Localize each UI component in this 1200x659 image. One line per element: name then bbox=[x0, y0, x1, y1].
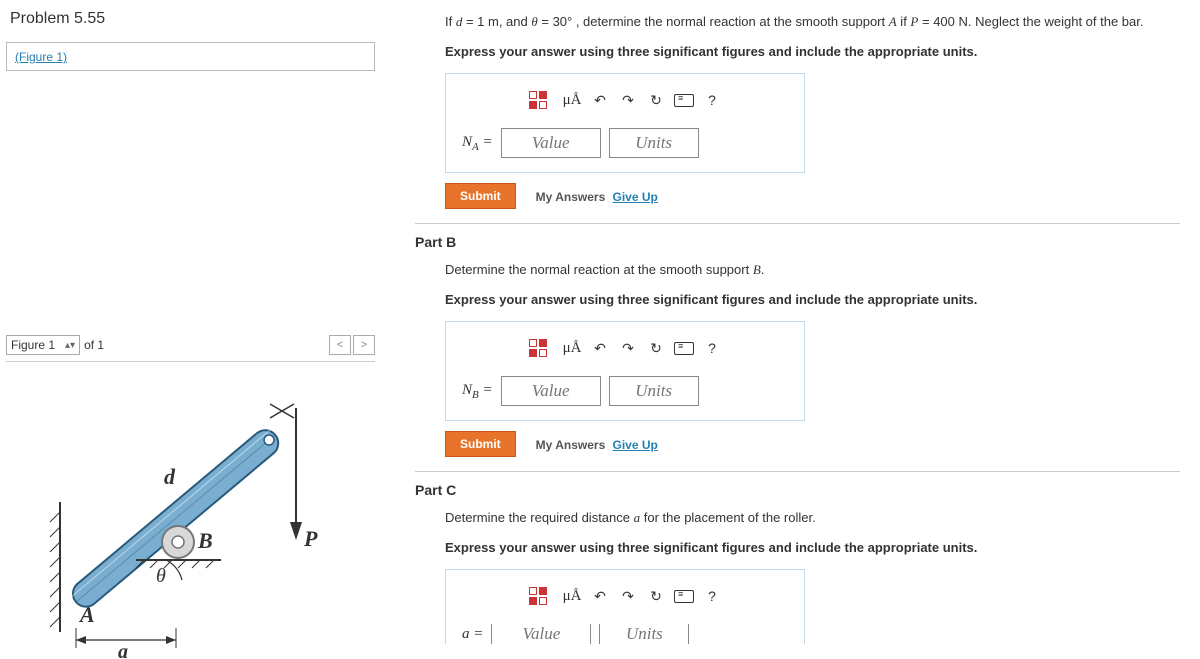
keyboard-icon bbox=[674, 590, 694, 603]
problem-title: Problem 5.55 bbox=[6, 6, 375, 36]
part-b-title: Part B bbox=[415, 234, 1180, 250]
part-c-prompt: Determine the required distance a for th… bbox=[415, 502, 1180, 532]
reset-button[interactable]: ↻ bbox=[643, 88, 669, 112]
divider bbox=[415, 223, 1180, 224]
part-b-my-answers[interactable]: My Answers bbox=[536, 438, 606, 452]
part-a-instruction: Express your answer using three signific… bbox=[415, 36, 1180, 66]
part-a-submit-button[interactable]: Submit bbox=[445, 183, 516, 209]
label-d: d bbox=[164, 464, 176, 489]
part-b-toolbar: μÅ ↶ ↷ ↻ ? bbox=[462, 336, 788, 360]
label-A: A bbox=[78, 602, 95, 627]
redo-button[interactable]: ↷ bbox=[615, 88, 641, 112]
part-c-title: Part C bbox=[415, 482, 1180, 498]
part-c-units-input[interactable] bbox=[599, 624, 689, 644]
part-a-actions: Submit My Answers Give Up bbox=[445, 183, 1180, 209]
part-b-actions: Submit My Answers Give Up bbox=[445, 431, 1180, 457]
figure-prev-button[interactable]: < bbox=[329, 335, 351, 355]
special-chars-button[interactable]: μÅ bbox=[559, 88, 585, 112]
figure-select[interactable]: Figure 1 ▴▾ bbox=[6, 335, 80, 355]
figure-selector: Figure 1 ▴▾ of 1 < > bbox=[6, 335, 375, 355]
special-chars-button[interactable]: μÅ bbox=[559, 584, 585, 608]
redo-button[interactable]: ↷ bbox=[615, 584, 641, 608]
part-b-prompt: Determine the normal reaction at the smo… bbox=[415, 254, 1180, 284]
part-a-prompt: If d = 1 m, and θ = 30° , determine the … bbox=[415, 6, 1180, 36]
part-c-var-label: a = bbox=[462, 626, 483, 643]
help-button[interactable]: ? bbox=[699, 88, 725, 112]
part-c-value-input[interactable] bbox=[491, 624, 591, 644]
keyboard-icon bbox=[674, 342, 694, 355]
keyboard-icon bbox=[674, 94, 694, 107]
updown-icon: ▴▾ bbox=[65, 340, 75, 351]
part-b-input-row: NB = bbox=[462, 376, 788, 406]
part-c-answer-box: μÅ ↶ ↷ ↻ ? a = bbox=[445, 569, 805, 644]
figure-image: P B θ d bbox=[6, 361, 375, 659]
part-a-value-input[interactable] bbox=[501, 128, 601, 158]
part-a-answer-box: μÅ ↶ ↷ ↻ ? NA = bbox=[445, 73, 805, 173]
templates-icon[interactable] bbox=[525, 336, 555, 360]
part-a-units-input[interactable] bbox=[609, 128, 699, 158]
keyboard-button[interactable] bbox=[671, 584, 697, 608]
label-P: P bbox=[303, 526, 318, 551]
help-button[interactable]: ? bbox=[699, 584, 725, 608]
label-theta: θ bbox=[156, 565, 166, 587]
undo-button[interactable]: ↶ bbox=[587, 88, 613, 112]
help-button[interactable]: ? bbox=[699, 336, 725, 360]
reset-button[interactable]: ↻ bbox=[643, 584, 669, 608]
reset-button[interactable]: ↻ bbox=[643, 336, 669, 360]
part-c-instruction: Express your answer using three signific… bbox=[415, 532, 1180, 562]
part-a-var-label: NA = bbox=[462, 134, 493, 153]
part-a-my-answers[interactable]: My Answers bbox=[536, 190, 606, 204]
part-a-toolbar: μÅ ↶ ↷ ↻ ? bbox=[462, 88, 788, 112]
part-a-input-row: NA = bbox=[462, 128, 788, 158]
special-chars-button[interactable]: μÅ bbox=[559, 336, 585, 360]
part-c-toolbar: μÅ ↶ ↷ ↻ ? bbox=[462, 584, 788, 608]
part-b-submit-button[interactable]: Submit bbox=[445, 431, 516, 457]
content-panel: If d = 1 m, and θ = 30° , determine the … bbox=[385, 0, 1200, 659]
part-b-units-input[interactable] bbox=[609, 376, 699, 406]
figure-link[interactable]: (Figure 1) bbox=[15, 50, 67, 64]
figure-link-box: (Figure 1) bbox=[6, 42, 375, 71]
part-b-var-label: NB = bbox=[462, 382, 493, 401]
part-c-input-row: a = bbox=[462, 624, 788, 644]
part-a-give-up[interactable]: Give Up bbox=[613, 190, 658, 204]
part-b-give-up[interactable]: Give Up bbox=[613, 438, 658, 452]
label-a: a bbox=[118, 641, 128, 659]
label-B: B bbox=[197, 528, 213, 553]
part-b-instruction: Express your answer using three signific… bbox=[415, 284, 1180, 314]
undo-button[interactable]: ↶ bbox=[587, 584, 613, 608]
keyboard-button[interactable] bbox=[671, 336, 697, 360]
part-b-value-input[interactable] bbox=[501, 376, 601, 406]
templates-icon[interactable] bbox=[525, 584, 555, 608]
figure-select-label: Figure 1 bbox=[11, 338, 55, 352]
left-panel: Problem 5.55 (Figure 1) Figure 1 ▴▾ of 1… bbox=[0, 0, 385, 659]
divider bbox=[415, 471, 1180, 472]
figure-next-button[interactable]: > bbox=[353, 335, 375, 355]
part-b-answer-box: μÅ ↶ ↷ ↻ ? NB = bbox=[445, 321, 805, 421]
templates-icon[interactable] bbox=[525, 88, 555, 112]
redo-button[interactable]: ↷ bbox=[615, 336, 641, 360]
undo-button[interactable]: ↶ bbox=[587, 336, 613, 360]
figure-count: of 1 bbox=[84, 338, 104, 352]
part-a-title-cut bbox=[415, 0, 1180, 4]
keyboard-button[interactable] bbox=[671, 88, 697, 112]
